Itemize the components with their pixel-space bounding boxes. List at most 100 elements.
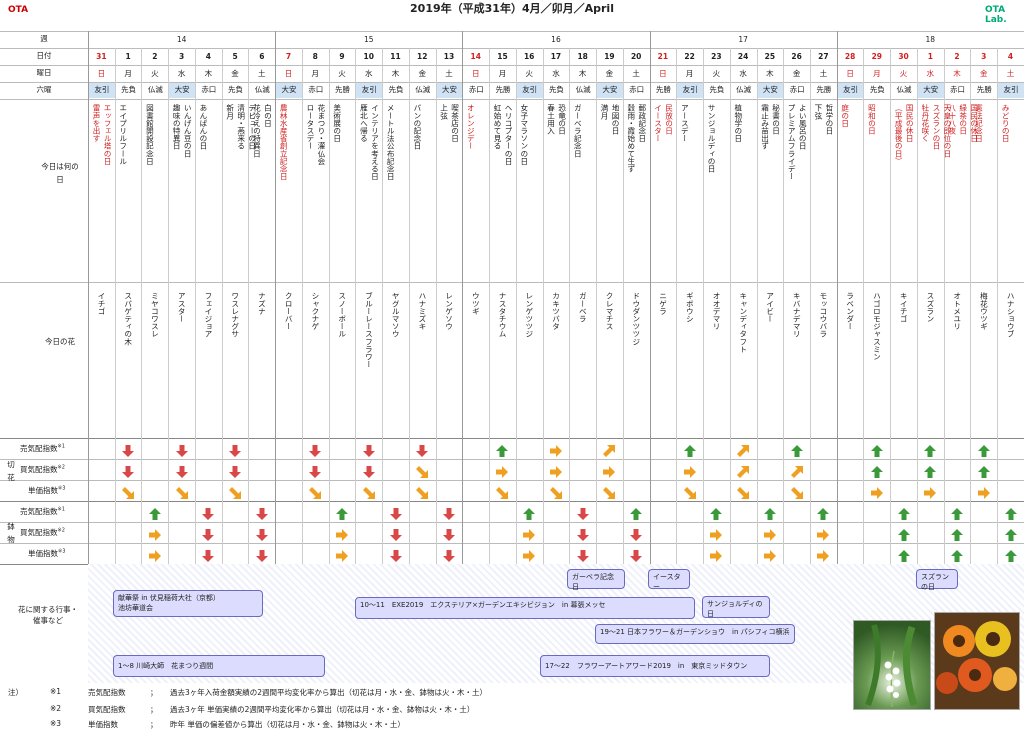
today-text: 憲法記念日 — [974, 104, 984, 142]
today-text: ガーベラ記念日 — [573, 104, 583, 158]
rokuyo-cell: 大安 — [597, 83, 623, 98]
flower-name: キャンディタフト — [738, 292, 748, 353]
today-text: あんぱんの日 — [198, 104, 208, 150]
weekday-label: 曜日 — [36, 68, 52, 77]
date-cell: 28 — [844, 52, 856, 61]
down-right-arrow-icon — [175, 484, 188, 499]
today-text: インテリアを考える日 雁北へ帰る — [359, 104, 380, 180]
down-arrow-icon — [389, 547, 402, 562]
up-arrow-icon — [924, 463, 937, 478]
up-arrow-icon — [977, 442, 990, 457]
today-text: 恐竜の日 春土用入 — [546, 104, 567, 135]
date-cell: 19 — [604, 52, 615, 61]
note2-text: 過去3ヶ年 単価実績の2週間平均変化率から算出（切花は月・水・金、鉢物は火・木・… — [170, 705, 475, 714]
down-arrow-icon — [255, 526, 268, 541]
flower-name: クローバー — [284, 292, 294, 330]
rokuyo-cell: 仏滅 — [415, 85, 431, 94]
grid-col-line — [168, 48, 170, 564]
down-right-arrow-icon — [496, 484, 509, 499]
week-number: 18 — [925, 35, 936, 44]
rokuyo-cell: 大安 — [276, 83, 302, 98]
grid-col-line — [649, 31, 651, 564]
down-arrow-icon — [202, 505, 215, 520]
grid-col-line — [783, 48, 785, 564]
grid-col-line — [809, 48, 811, 564]
grid-row-line — [0, 65, 1024, 66]
flower-name: アスター — [177, 292, 187, 323]
grid-col-line — [489, 48, 491, 564]
grid-row-line — [0, 501, 1024, 502]
event-gerbera-day: ガーベラ記念日 — [567, 569, 625, 591]
grid-row-line — [0, 31, 1024, 32]
note3-colon: ； — [150, 720, 158, 729]
date-cell: 24 — [737, 52, 749, 61]
date-cell: 18 — [577, 52, 588, 61]
down-arrow-icon — [576, 505, 589, 520]
grid-col-line — [515, 48, 517, 564]
week-number: 16 — [551, 35, 561, 44]
up-arrow-icon — [817, 505, 830, 520]
weekday-cell: 月 — [873, 69, 881, 78]
today-text: 図書館開設記念日 — [145, 104, 155, 165]
weekday-cell: 木 — [953, 69, 961, 78]
up-arrow-icon — [951, 505, 964, 520]
pot-sell-label: 売気配指数※1 — [20, 506, 65, 517]
rokuyo-cell: 先負 — [869, 85, 885, 94]
flower-name: 梅花ウツギ — [979, 292, 989, 330]
weekday-cell: 金 — [792, 69, 801, 78]
weekday-cell: 木 — [766, 69, 774, 78]
today-text: エッフェル塔の日 雷声を出す — [92, 104, 112, 165]
flower-name: フェイジョア — [203, 292, 213, 338]
rokuyo-cell: 友引 — [89, 83, 115, 98]
date-cell: 3 — [981, 52, 987, 61]
flower-name: イチゴ — [97, 292, 106, 315]
date-cell: 31 — [96, 52, 107, 61]
flower-name: ドウダンツツジ — [631, 292, 641, 346]
flower-name: ラベンダー — [845, 292, 855, 330]
today-text: エイプリルフール — [118, 104, 128, 165]
right-arrow-icon — [148, 526, 161, 541]
up-arrow-icon — [148, 505, 161, 520]
up-arrow-icon — [951, 547, 964, 562]
up-arrow-icon — [790, 442, 803, 457]
right-arrow-icon — [817, 547, 830, 562]
grid-col-line — [836, 31, 838, 564]
right-arrow-icon — [549, 442, 562, 457]
rokuyo-cell: 大安 — [917, 83, 944, 98]
today-label: 今日は何の日 — [41, 162, 79, 184]
grid-col-line — [890, 48, 892, 564]
grid-row-line — [0, 282, 1024, 283]
flower-name: ウツギ — [471, 292, 481, 315]
date-cell: 20 — [630, 52, 642, 61]
date-cell: 30 — [898, 52, 909, 61]
weekday-cell: 日 — [97, 69, 106, 78]
right-arrow-icon — [148, 547, 161, 562]
date-cell: 17 — [550, 52, 562, 61]
rokuyo-cell: 仏滅 — [896, 85, 912, 94]
today-text: 地図の日 満月 — [600, 104, 621, 135]
down-arrow-icon — [229, 442, 242, 457]
today-text: オレンジデー — [466, 104, 476, 150]
note2-label: 買気配指数 — [88, 705, 126, 714]
week-number: 15 — [363, 35, 374, 44]
flower-name: シャクナゲ — [310, 292, 320, 330]
date-cell: 5 — [232, 52, 238, 61]
date-cell: 14 — [470, 52, 481, 61]
down-arrow-icon — [122, 442, 135, 457]
right-arrow-icon — [817, 526, 830, 541]
grid-row-line — [0, 82, 1024, 83]
up-arrow-icon — [630, 505, 643, 520]
rokuyo-cell: 仏滅 — [736, 85, 752, 94]
grid-col-line — [943, 48, 945, 564]
grid-col-line — [408, 48, 410, 564]
down-right-arrow-icon — [122, 484, 135, 499]
today-text: 喫茶店の日 上弦 — [439, 104, 460, 142]
grid-col-line — [569, 48, 571, 564]
page-title: 2019年（平成31年）4月／卯月／April — [410, 2, 614, 15]
today-text: 郵政記念日 穀雨・霞始めて生ず — [626, 104, 647, 173]
right-arrow-icon — [683, 463, 696, 478]
date-cell: 2 — [152, 52, 158, 61]
date-cell: 12 — [417, 52, 428, 61]
weekday-cell: 土 — [258, 69, 266, 78]
today-text: サンジョルディの日 — [707, 104, 717, 173]
